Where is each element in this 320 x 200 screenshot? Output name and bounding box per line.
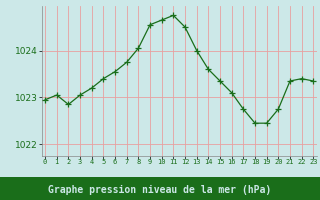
- Text: Graphe pression niveau de la mer (hPa): Graphe pression niveau de la mer (hPa): [48, 185, 272, 195]
